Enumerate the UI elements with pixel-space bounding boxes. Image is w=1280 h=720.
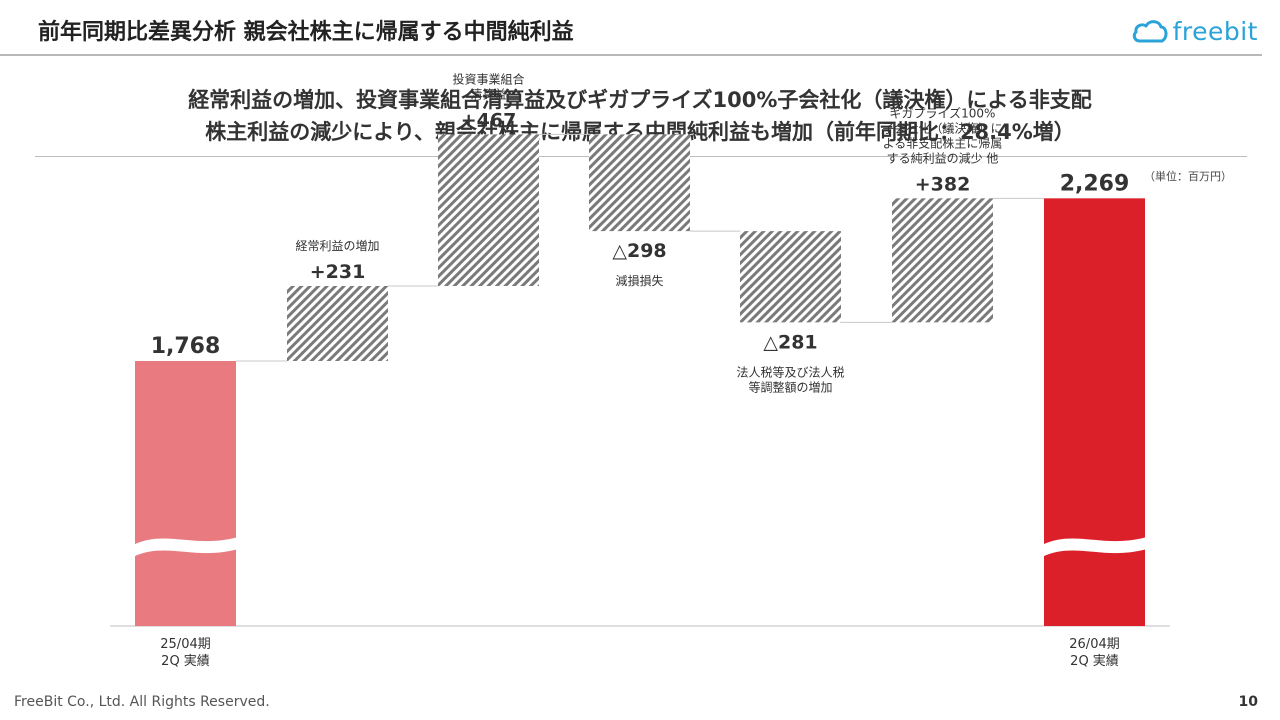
value-label-6: 2,269	[1060, 171, 1130, 196]
desc-label-2-1: 清算益	[470, 86, 506, 101]
value-label-5: +382	[915, 173, 971, 195]
category-label-0-1: 2Q 実績	[161, 653, 210, 669]
bar-change-5	[892, 198, 993, 323]
bar-total-0	[135, 361, 236, 626]
desc-label-4-1: 等調整額の増加	[748, 379, 832, 394]
desc-label-4-0: 法人税等及び法人税	[736, 365, 844, 379]
axis-break-0	[133, 537, 238, 557]
axis-break-6	[1042, 537, 1147, 557]
logo-text: freebit	[1172, 16, 1258, 46]
value-label-1: +231	[310, 261, 366, 283]
unit-label: （単位：百万円）	[1144, 170, 1232, 183]
freebit-logo: freebit	[1131, 14, 1258, 48]
title-divider	[0, 54, 1262, 56]
desc-label-5-2: よる非支配株主に帰属	[883, 135, 1003, 150]
copyright: FreeBit Co., Ltd. All Rights Reserved.	[14, 694, 270, 710]
bar-total-6	[1044, 198, 1145, 626]
page-number: 10	[1238, 694, 1258, 710]
bar-change-4	[740, 231, 841, 323]
desc-label-5-3: する純利益の減少 他	[887, 150, 999, 165]
category-label-6-0: 26/04期	[1069, 637, 1119, 652]
desc-label-1-0: 経常利益の増加	[295, 239, 379, 253]
bar-change-1	[287, 285, 388, 361]
value-label-0: 1,768	[151, 334, 221, 359]
desc-label-5-1: 子会社化（議決権）に	[882, 120, 1002, 135]
category-label-6-1: 2Q 実績	[1070, 653, 1119, 669]
value-label-4: △281	[763, 331, 817, 353]
value-label-3: △298	[612, 240, 666, 262]
cloud-logo-icon	[1132, 20, 1168, 43]
subtitle-line-1: 経常利益の増加、投資事業組合清算益及びギガプライズ100%子会社化（議決権）によ…	[188, 88, 1092, 112]
subtitle: 経常利益の増加、投資事業組合清算益及びギガプライズ100%子会社化（議決権）によ…	[0, 84, 1280, 148]
desc-label-3-0: 減損損失	[615, 273, 663, 288]
category-label-0-0: 25/04期	[160, 637, 210, 652]
page-title: 前年同期比差異分析 親会社株主に帰属する中間純利益	[38, 20, 574, 45]
desc-label-2-0: 投資事業組合	[452, 71, 524, 86]
value-label-2: +467	[461, 109, 517, 131]
bar-change-3	[589, 134, 690, 232]
desc-label-5-0: ギガプライズ100%	[890, 105, 996, 120]
bar-change-2	[438, 134, 539, 286]
